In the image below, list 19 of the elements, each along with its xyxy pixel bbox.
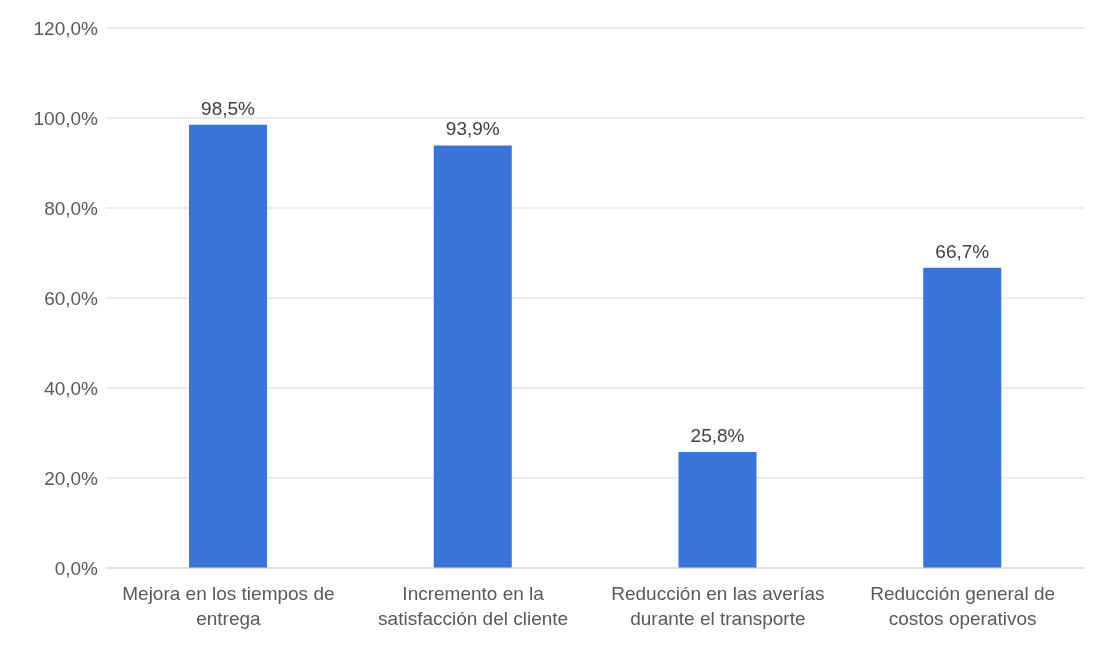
x-tick-label: Incremento en la satisfacción del cliente: [378, 583, 569, 629]
y-tick-label: 80,0%: [44, 197, 99, 219]
x-tick-label: Reducción en las averías durante el transporte: [611, 583, 825, 629]
y-tick-label: 20,0%: [44, 467, 99, 489]
y-tick-label: 100,0%: [33, 107, 99, 129]
y-tick-label: 60,0%: [44, 287, 99, 309]
y-tick-label: 120,0%: [33, 17, 99, 39]
y-tick-label: 40,0%: [44, 377, 99, 399]
data-label: 66,7%: [935, 240, 990, 262]
data-label: 98,5%: [201, 97, 256, 119]
x-tick-label: Reducción general de costos operativos: [870, 583, 1056, 629]
data-label: 93,9%: [445, 118, 500, 140]
data-label: 25,8%: [690, 424, 745, 446]
x-tick-label: Mejora en los tiempos de entrega: [122, 583, 335, 629]
bar: [678, 451, 757, 568]
bar: [189, 124, 267, 568]
bar: [433, 145, 512, 568]
bar: [923, 267, 1002, 568]
y-tick-label: 0,0%: [54, 557, 99, 579]
